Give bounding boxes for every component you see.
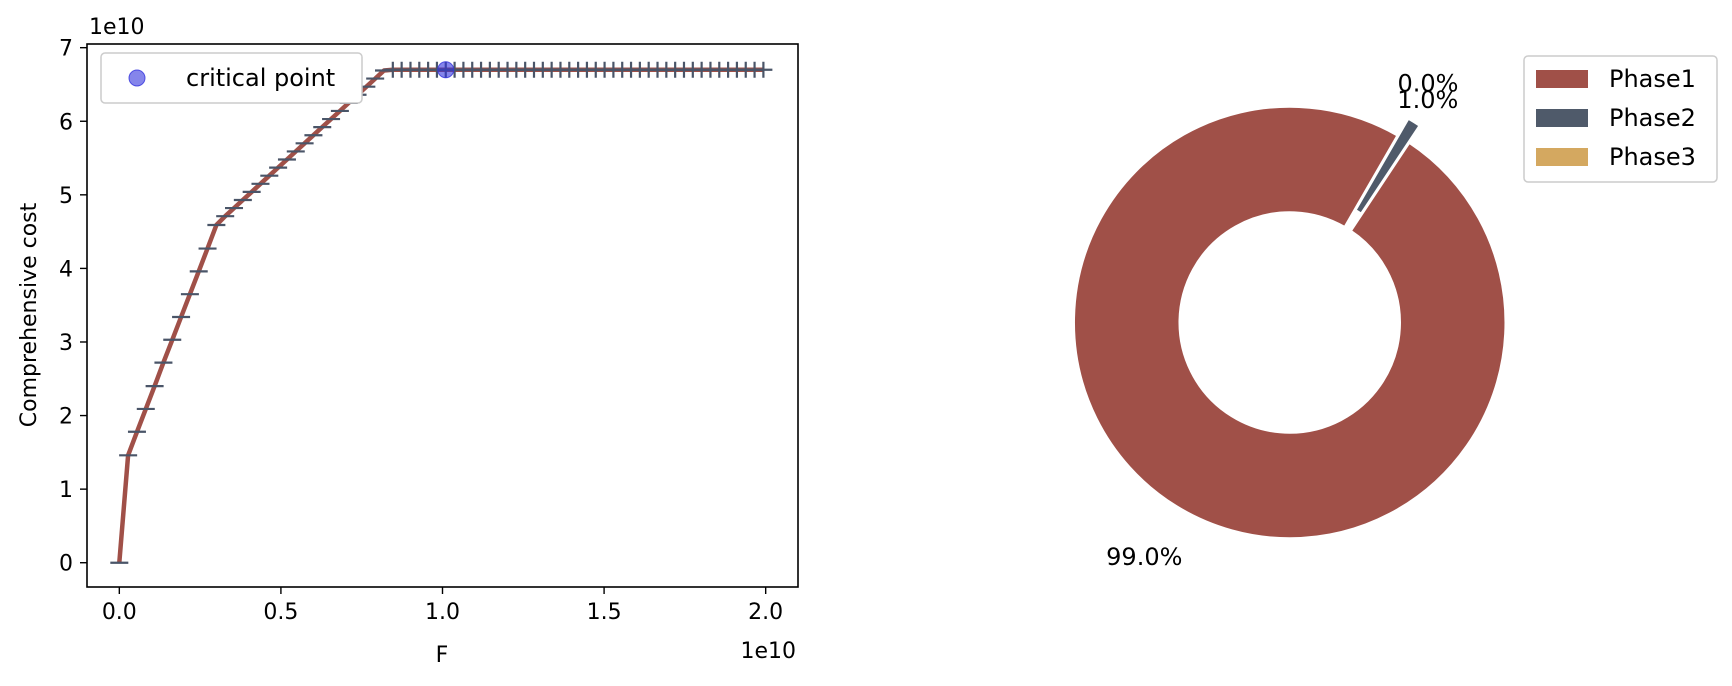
legend-label-phase3: Phase3 (1609, 143, 1696, 171)
y-tick-label: 1 (59, 478, 73, 503)
line-chart-legend: critical point (100, 52, 363, 104)
y-axis-ticks: 0 1 2 3 4 5 6 7 (59, 37, 87, 577)
y-tick-label: 0 (59, 552, 73, 577)
donut-legend: Phase1 Phase2 Phase3 (1523, 55, 1718, 183)
donut-data-label: 1.0% (1397, 86, 1458, 114)
x-tick-label: 2.0 (748, 600, 783, 625)
x-tick-label: 1.5 (587, 600, 622, 625)
y-tick-label: 2 (59, 405, 73, 430)
x-axis-ticks: 0.0 0.5 1.0 1.5 2.0 (102, 587, 783, 625)
x-tick-label: 0.5 (263, 600, 298, 625)
donut-wedges (1072, 105, 1507, 540)
legend-swatch-phase3 (1536, 148, 1588, 166)
legend-swatch-phase1 (1536, 70, 1588, 88)
line-series (117, 67, 764, 563)
donut-data-label: 0.0% (1398, 70, 1459, 98)
donut-data-labels: 99.0% 1.0%0.0% (1106, 70, 1458, 571)
x-axis-multiplier: 1e10 (740, 639, 796, 664)
legend-critical-point-label: critical point (186, 64, 335, 92)
x-tick-label: 1.0 (425, 600, 460, 625)
critical-point-marker (437, 61, 455, 79)
donut-legend-items: Phase1 Phase2 Phase3 (1536, 65, 1696, 171)
x-axis-label: F (436, 643, 449, 668)
y-tick-label: 5 (59, 184, 73, 209)
y-axis-label: Comprehensive cost (17, 202, 42, 427)
line-markers (110, 61, 773, 564)
legend-swatch-phase2 (1536, 109, 1588, 127)
x-tick-label: 0.0 (102, 600, 137, 625)
cost-line (117, 67, 764, 563)
donut-wedge-phase2 (1353, 116, 1422, 216)
legend-label-phase1: Phase1 (1609, 65, 1696, 93)
legend-label-phase2: Phase2 (1609, 104, 1696, 132)
y-tick-label: 4 (59, 257, 73, 282)
y-axis-multiplier: 1e10 (89, 15, 145, 40)
donut-chart: 99.0% 1.0%0.0% Phase1 Phase2 Phase3 (1072, 55, 1718, 571)
legend-critical-point-marker (128, 69, 146, 87)
donut-wedge-phase1 (1072, 105, 1507, 540)
y-tick-label: 3 (59, 331, 73, 356)
line-chart-plot-frame (86, 43, 799, 588)
y-tick-label: 7 (59, 37, 73, 62)
y-tick-label: 6 (59, 110, 73, 135)
critical-point-markers (437, 61, 455, 79)
line-chart: 0.0 0.5 1.0 1.5 2.0 0 1 2 3 4 5 6 7 F Comprehensive… (17, 15, 799, 668)
donut-data-label: 99.0% (1106, 543, 1182, 571)
legend-frame (100, 52, 363, 104)
